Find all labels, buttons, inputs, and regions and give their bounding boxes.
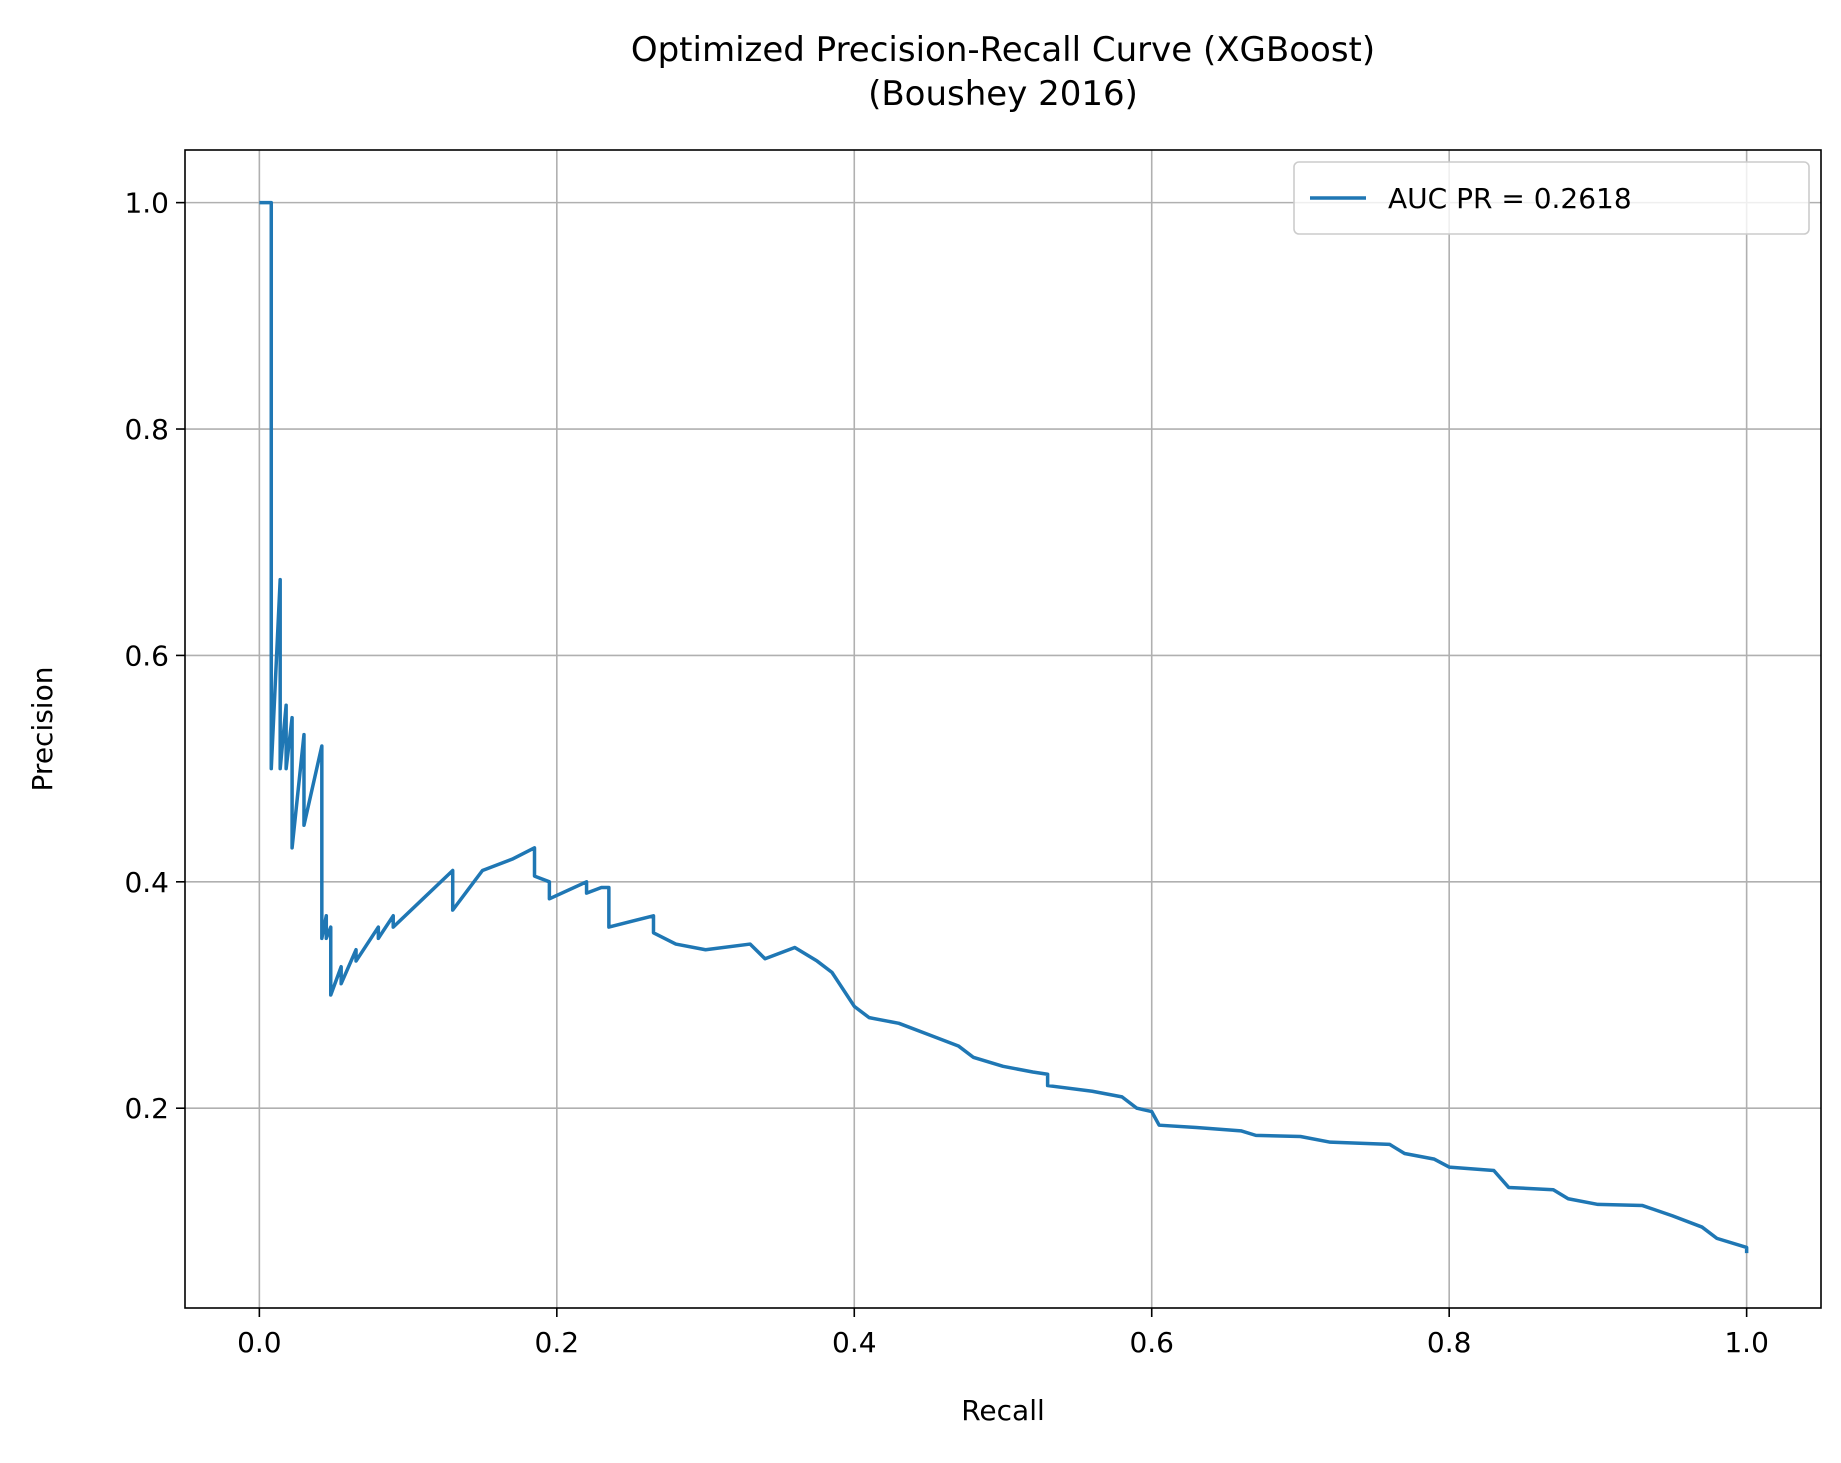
pr-curve: [259, 200, 1749, 1254]
x-tick-label: 0.8: [1427, 1326, 1472, 1359]
plot-frame: [184, 149, 1822, 1309]
y-tick-label: 1.0: [124, 187, 169, 220]
y-tick-label: 0.4: [124, 866, 169, 899]
x-tick-label: 1.0: [1724, 1326, 1769, 1359]
y-tick-label: 0.6: [124, 639, 169, 672]
x-axis-label: Recall: [961, 1394, 1045, 1427]
x-tick-label: 0.0: [237, 1326, 282, 1359]
x-tick-label: 0.6: [1129, 1326, 1174, 1359]
y-axis-label: Precision: [26, 667, 59, 792]
y-tick-label: 0.8: [124, 413, 169, 446]
y-tick-label: 0.2: [124, 1092, 169, 1125]
legend-label: AUC PR = 0.2618: [1388, 182, 1632, 215]
chart-title: Optimized Precision-Recall Curve (XGBoos…: [630, 30, 1376, 114]
x-tick-label: 0.2: [535, 1326, 580, 1359]
legend-box: [1293, 161, 1810, 235]
x-tick-label: 0.4: [832, 1326, 877, 1359]
